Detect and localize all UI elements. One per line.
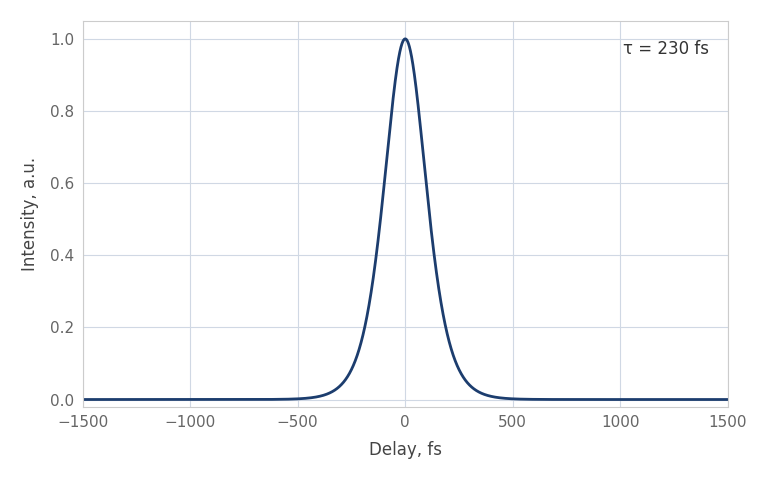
Text: τ = 230 fs: τ = 230 fs bbox=[623, 40, 709, 58]
X-axis label: Delay, fs: Delay, fs bbox=[369, 441, 442, 459]
Y-axis label: Intensity, a.u.: Intensity, a.u. bbox=[21, 156, 39, 271]
